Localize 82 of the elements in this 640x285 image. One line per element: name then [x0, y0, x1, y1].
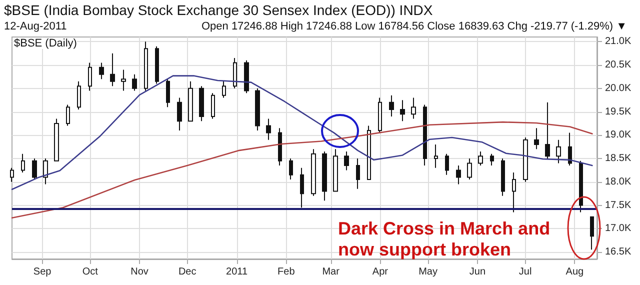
- candlestick: [501, 158, 505, 196]
- x-tick-label: Dec: [178, 266, 196, 278]
- candlestick: [110, 52, 115, 87]
- candlestick: [534, 128, 539, 150]
- candlestick: [266, 118, 271, 140]
- candlestick: [211, 92, 215, 120]
- candlestick: [333, 148, 338, 192]
- x-tick-label: Apr: [372, 266, 389, 278]
- x-tick-label: May: [418, 266, 438, 278]
- y-tick-label: 19.5K: [605, 106, 632, 118]
- candlestick: [545, 102, 550, 160]
- candlestick: [233, 58, 237, 89]
- candlestick: [255, 88, 260, 131]
- candlestick: [144, 41, 148, 92]
- candlestick: [568, 132, 572, 166]
- x-tick-label: Jul: [518, 266, 532, 278]
- candlestick: [77, 80, 81, 110]
- y-tick-label: 20.5K: [605, 60, 632, 71]
- x-tick-label: 2011: [226, 266, 248, 278]
- x-tick-label: Sep: [33, 266, 52, 278]
- candlestick: [166, 78, 170, 108]
- candlestick: [88, 62, 92, 92]
- line-series: [11, 75, 593, 190]
- line-series: [11, 121, 593, 219]
- candlestick: [590, 216, 594, 250]
- x-tick-label: Aug: [566, 266, 584, 278]
- y-tick-label: 18.5K: [605, 153, 632, 164]
- candlestick: [378, 97, 382, 134]
- candlestick: [155, 46, 159, 84]
- candlestick: [289, 158, 293, 180]
- annotation: Dark Cross in March and now support broken: [338, 218, 556, 260]
- candlestick: [579, 160, 583, 213]
- candlestick: [244, 60, 249, 94]
- candlestick: [356, 158, 360, 190]
- candlestick: [445, 153, 449, 176]
- chart-title: $BSE (India Bombay Stock Exchange 30 Sensex Index (EOD)) INDX: [4, 2, 434, 18]
- x-tick-label: Nov: [130, 266, 148, 278]
- y-tick-label: 20.0K: [605, 82, 632, 94]
- candlestick: [32, 158, 37, 180]
- candlestick: [99, 62, 104, 80]
- candlestick: [523, 136, 528, 182]
- candlestick: [300, 167, 304, 208]
- y-tick-label: 16.5K: [605, 246, 632, 258]
- candlestick: [400, 100, 405, 122]
- candlestick: [311, 148, 316, 196]
- chart-subtitle: 12-Aug-2011: [4, 20, 67, 32]
- candlestick: [121, 69, 126, 92]
- candlestick: [177, 97, 182, 131]
- candlestick: [344, 151, 349, 171]
- x-tick-label: Jun: [469, 266, 486, 278]
- y-tick-label: 21.0K: [605, 36, 632, 48]
- candlestick: [10, 167, 14, 182]
- candlestick: [434, 144, 438, 168]
- x-tick-label: Feb: [278, 266, 296, 278]
- candlestick: [512, 172, 516, 213]
- candlestick: [188, 80, 193, 122]
- candlestick: [389, 94, 394, 117]
- x-tick-label: Oct: [82, 266, 98, 278]
- y-tick-label: 18.0K: [605, 176, 632, 188]
- candlestick: [322, 151, 327, 202]
- text: Open 17246.88 High 17246.88 Low 16784.56 Close 16839.63 Chg -219.77 (-1.29%) ▼: [201, 20, 628, 32]
- candlestick: [132, 74, 137, 92]
- candlestick: [556, 139, 561, 164]
- candlestick: [43, 158, 48, 185]
- candlestick: [423, 104, 427, 166]
- candlestick: [367, 125, 371, 180]
- x-tick-label: Mar: [322, 266, 340, 278]
- y-tick-label: 17.0K: [605, 223, 632, 234]
- candlestick: [411, 97, 416, 120]
- candlestick: [54, 118, 59, 162]
- annotation: $BSE (Daily): [14, 38, 77, 50]
- candlestick: [478, 151, 483, 166]
- candlestick: [21, 153, 25, 174]
- y-tick-label: 19.0K: [605, 130, 632, 141]
- candlestick: [66, 104, 70, 126]
- y-tick-label: 17.5K: [605, 200, 632, 211]
- candlestick: [456, 165, 461, 185]
- candlestick: [278, 128, 282, 166]
- candlestick: [467, 158, 472, 180]
- candlestick: [490, 153, 494, 166]
- candlestick: [199, 86, 204, 122]
- candlestick: [222, 80, 226, 98]
